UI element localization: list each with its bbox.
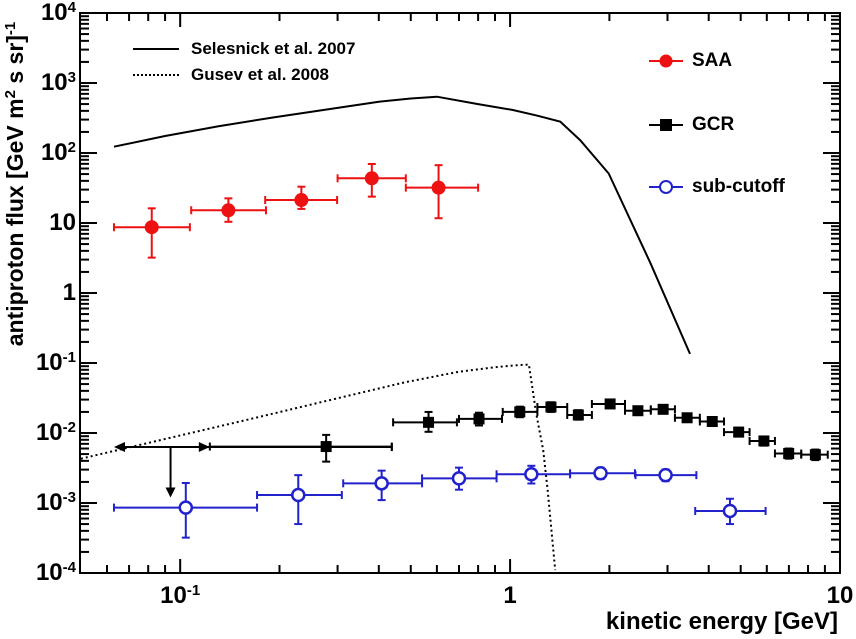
open-circle-icon	[659, 180, 673, 194]
filled-square-icon	[660, 119, 672, 131]
x-tick-label: 1	[503, 582, 517, 609]
data-point	[524, 467, 539, 482]
x-tick-label: 10-1	[160, 582, 201, 609]
legend-entry-subcutoff: sub-cutoff	[649, 175, 785, 199]
black-line-sample	[649, 119, 683, 131]
legend-label: Selesnick et al. 2007	[191, 39, 356, 58]
y-tick-label: 103	[40, 69, 76, 96]
gcr-series	[208, 398, 829, 463]
y-tick-label: 10-3	[35, 489, 76, 516]
data-point	[364, 171, 379, 186]
data-point	[572, 409, 584, 421]
y-tick-label: 102	[40, 139, 76, 166]
data-point	[657, 403, 669, 415]
saa-series	[112, 162, 480, 259]
solid-line-sample	[133, 48, 179, 50]
data-point	[658, 467, 673, 483]
data-point	[733, 426, 745, 438]
data-point	[545, 401, 557, 413]
data-point	[178, 500, 194, 515]
data-point	[451, 471, 467, 486]
y-axis-title-text: antiproton flux [GeV m	[2, 98, 28, 347]
y-axis-title-text: s sr]	[2, 35, 28, 91]
y-axis-title: antiproton flux [GeV m2 s sr]-1	[2, 8, 29, 360]
data-point	[632, 405, 644, 417]
x-tick-label: 10	[826, 582, 854, 609]
data-point	[706, 415, 718, 427]
y-tick-label: 10-2	[35, 419, 76, 446]
data-point	[144, 220, 159, 235]
legend-label: Gusev et al. 2008	[191, 65, 329, 84]
data-point	[291, 487, 306, 503]
x-axis-title: kinetic energy [GeV]	[605, 608, 838, 635]
data-point	[320, 441, 332, 453]
subcutoff-series	[112, 464, 767, 539]
legend-label: sub-cutoff	[692, 176, 785, 197]
data-point	[722, 503, 738, 519]
data-point	[221, 203, 236, 218]
data-point	[783, 447, 795, 459]
filled-circle-icon	[659, 54, 673, 68]
y-tick-label: 1	[62, 279, 76, 306]
data-point	[758, 435, 770, 447]
y-axis-title-sup: 2	[2, 90, 19, 99]
axis-ticks	[80, 12, 841, 574]
data-point	[681, 412, 693, 424]
series-legend: SAA GCR sub-cutoff	[649, 49, 849, 209]
data-point	[593, 466, 608, 481]
legend-entry-saa: SAA	[649, 49, 732, 73]
legend-entry-selesnick: Selesnick et al. 2007	[133, 36, 355, 62]
data-point	[604, 398, 616, 410]
legend-entry-gusev: Gusev et al. 2008	[133, 62, 355, 88]
selesnick-curve	[113, 95, 691, 355]
model-legend: Selesnick et al. 2007 Gusev et al. 2008	[133, 36, 355, 88]
y-tick-label: 10	[49, 209, 76, 236]
y-tick-label: 10-4	[35, 559, 76, 586]
legend-entry-gcr: GCR	[649, 113, 734, 137]
y-tick-label: 10-1	[35, 349, 76, 376]
red-line-sample	[649, 54, 683, 68]
y-axis-title-sup: -1	[2, 21, 19, 36]
gusev-curve	[80, 363, 557, 571]
blue-line-sample	[649, 180, 683, 194]
gcr-upper-limit-arrows	[113, 442, 393, 498]
data-point	[473, 413, 485, 425]
data-point	[809, 449, 821, 461]
plot-frame	[79, 12, 841, 574]
data-point	[431, 180, 446, 195]
dotted-line-sample	[133, 74, 179, 76]
data-point	[423, 416, 435, 428]
data-point	[294, 193, 309, 208]
legend-label: SAA	[692, 50, 733, 71]
data-point	[374, 476, 389, 491]
data-point	[514, 406, 526, 418]
legend-label: GCR	[692, 114, 735, 135]
y-tick-label: 104	[40, 0, 76, 26]
